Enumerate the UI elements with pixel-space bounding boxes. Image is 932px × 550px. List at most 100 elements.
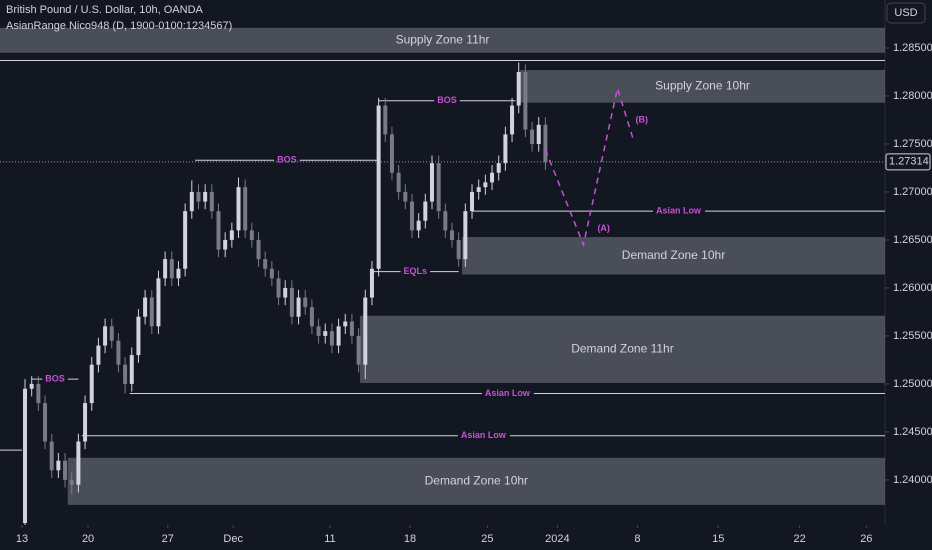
candle-body [450, 230, 455, 240]
x-tick-label: 26 [860, 533, 872, 545]
candle-body [103, 326, 108, 346]
candle-body [143, 297, 148, 317]
candle-body [343, 321, 348, 327]
candle-body [129, 355, 134, 384]
y-tick-label: 1.27500 [893, 138, 932, 150]
candle-body [349, 321, 354, 336]
candle-body [276, 278, 281, 298]
candle-body [336, 326, 341, 346]
y-tick-label: 1.24000 [893, 474, 932, 486]
zone-label: Supply Zone 11hr [396, 32, 490, 46]
candle-body [96, 345, 101, 365]
candle-body [163, 259, 168, 279]
x-tick-label: 13 [16, 533, 28, 545]
last-price-box [885, 153, 931, 171]
candle-body [503, 134, 508, 164]
candle-body [416, 220, 421, 231]
candle-body [249, 230, 254, 240]
candle-body [23, 388, 28, 524]
candle-body [116, 340, 121, 365]
candle-body [209, 191, 214, 212]
candle-body [83, 403, 88, 442]
candle-body [283, 287, 288, 298]
candle-body [229, 230, 234, 240]
zone [520, 70, 885, 103]
zone-label: Demand Zone 10hr [622, 248, 725, 262]
candle-body [203, 191, 208, 202]
candle-body [156, 278, 161, 327]
x-tick-label: 2024 [545, 533, 569, 545]
x-tick-label: 22 [793, 533, 805, 545]
currency[interactable]: USD [894, 7, 917, 19]
candle-body [183, 211, 188, 269]
candle-body [109, 326, 114, 341]
candle-body [403, 191, 408, 202]
candle-body [443, 211, 448, 231]
level-label: BOS [277, 155, 297, 165]
candle-body [243, 187, 248, 231]
candle-body [476, 187, 481, 192]
zone [67, 457, 886, 505]
candle-body [523, 71, 528, 130]
candle-body [136, 316, 141, 356]
candle-body [423, 201, 428, 221]
level-label-bg [653, 205, 706, 216]
candle-body [456, 239, 461, 260]
candle-body [63, 460, 68, 480]
y-tick-label: 1.28000 [893, 90, 932, 102]
x-tick-label: Dec [223, 533, 243, 545]
candle-body [169, 259, 174, 279]
candle-body [296, 297, 301, 317]
chart-title: British Pound / U.S. Dollar, 10h, OANDA [6, 4, 204, 16]
y-tick-label: 1.26000 [893, 282, 932, 294]
candle-body [49, 441, 54, 471]
zone [462, 237, 885, 275]
y-tick-label: 1.27000 [893, 186, 932, 198]
candle-body [289, 287, 294, 317]
x-tick-label: 25 [481, 533, 493, 545]
candle-body [543, 124, 548, 163]
candle-body [149, 297, 154, 327]
level-label-bg [481, 387, 534, 398]
y-tick-label: 1.24500 [893, 426, 932, 438]
candle-body [76, 441, 81, 485]
candle-body [383, 105, 388, 135]
candle-body [363, 297, 368, 365]
y-tick-label: 1.25000 [893, 378, 932, 390]
candle-body [470, 191, 475, 212]
x-tick-label: 18 [404, 533, 416, 545]
level-label: Asian Low [461, 430, 507, 440]
candle-body [176, 268, 181, 279]
projection-label: (A) [597, 223, 610, 233]
indicator-label: AsianRange Nico948 (D, 1900-0100:1234567… [6, 20, 232, 32]
candle-body [29, 383, 34, 389]
level-label-bg [274, 154, 300, 165]
candle-body [516, 71, 521, 106]
candle-body [389, 134, 394, 173]
level-label-bg [42, 373, 68, 384]
level-label: Asian Low [656, 206, 702, 216]
level-label: BOS [45, 373, 65, 383]
x-tick-label: 27 [162, 533, 174, 545]
candle-body [316, 326, 321, 336]
last-price-label: 1.27314 [889, 156, 929, 168]
candle-body [269, 268, 274, 279]
candle-body [43, 403, 48, 442]
candle-body [256, 239, 261, 260]
candle-body [323, 331, 328, 336]
x-tick-label: 8 [634, 533, 640, 545]
y-tick-label: 1.26500 [893, 234, 932, 246]
candle-body [490, 172, 495, 183]
zone-label: Demand Zone 11hr [571, 342, 674, 356]
candle-body [69, 479, 74, 485]
level-label-bg [400, 265, 431, 276]
plot: Supply Zone 11hr Supply Zone 10hr Demand Z… [0, 27, 886, 525]
candle-body [396, 172, 401, 192]
projection-label: (B) [635, 115, 648, 125]
candle-body [36, 383, 41, 404]
x-tick-label: 11 [324, 533, 335, 545]
candle-body [496, 163, 501, 173]
level-label: BOS [437, 95, 457, 105]
candle-body [216, 211, 221, 250]
currency-box[interactable] [886, 2, 926, 24]
